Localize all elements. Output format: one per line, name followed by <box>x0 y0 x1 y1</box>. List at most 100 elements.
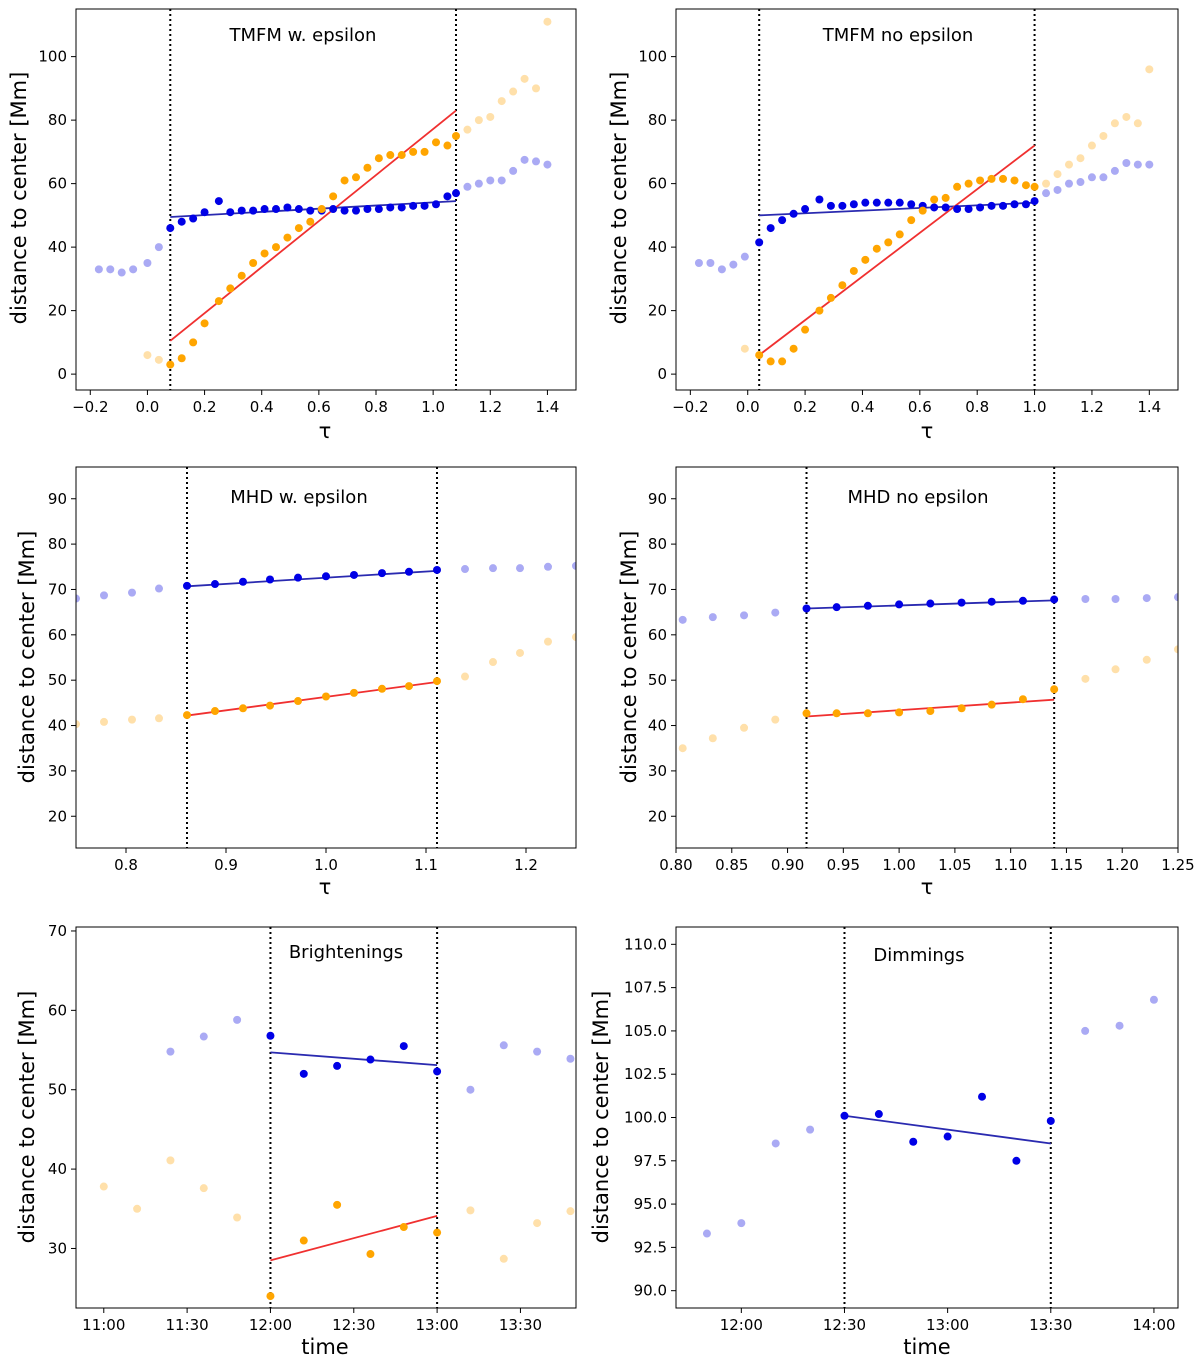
x-tick-label: 11:00 <box>82 1316 125 1334</box>
y-tick-label: 40 <box>48 1160 67 1178</box>
data-point-orange <box>849 266 858 275</box>
data-point-orange <box>755 351 764 360</box>
data-point-orange <box>987 700 996 709</box>
data-point-orange-faded <box>1087 141 1096 150</box>
plot-area <box>94 9 552 390</box>
data-point-orange <box>778 357 787 366</box>
x-axis-label: τ <box>319 875 332 899</box>
data-point-blue-faded <box>1111 594 1120 603</box>
y-tick-label: 80 <box>648 111 667 129</box>
data-point-orange-faded <box>1133 119 1142 128</box>
data-point-blue-faded <box>1099 173 1108 182</box>
data-point-blue <box>200 208 209 217</box>
y-tick-label: 20 <box>48 302 67 320</box>
data-point-blue <box>832 603 841 612</box>
data-point-blue-faded <box>533 1047 542 1056</box>
y-tick-label: 60 <box>648 175 667 193</box>
data-point-orange <box>266 701 274 710</box>
x-tick-label: 0.0 <box>135 398 159 416</box>
data-point-blue-faded <box>740 611 749 620</box>
data-point-blue <box>976 203 985 212</box>
fit-line-fit_blue <box>270 1051 438 1067</box>
data-point-blue-faded <box>694 259 703 267</box>
data-point-blue-faded <box>566 1054 575 1063</box>
data-point-orange-faded <box>100 717 108 726</box>
data-point-orange-faded <box>566 1207 575 1216</box>
data-point-blue <box>801 205 810 214</box>
data-point-blue <box>306 206 315 215</box>
data-point-orange <box>283 233 292 242</box>
data-point-blue <box>266 1031 275 1040</box>
x-tick-label: 12:30 <box>823 1316 866 1334</box>
data-point-orange <box>433 677 441 686</box>
y-tick-label: 70 <box>48 922 67 940</box>
data-point-blue <box>926 599 935 608</box>
x-tick-label: −0.2 <box>672 398 708 416</box>
data-point-blue-faded <box>1110 166 1119 175</box>
data-point-orange <box>266 1292 275 1301</box>
y-tick-label: 60 <box>48 626 67 644</box>
data-point-orange <box>386 151 395 160</box>
data-point-blue <box>378 569 386 578</box>
data-point-blue-faded <box>94 265 103 274</box>
data-point-orange-faded <box>771 715 780 724</box>
data-point-blue <box>299 1069 308 1078</box>
data-point-blue <box>840 1111 849 1120</box>
y-tick-label: 20 <box>648 302 667 320</box>
data-point-blue-faded <box>1174 593 1178 602</box>
data-point-blue <box>433 565 441 574</box>
plot-area <box>702 927 1158 1308</box>
y-tick-label: 70 <box>648 580 667 598</box>
x-tick-label: 0.4 <box>250 398 274 416</box>
data-point-orange <box>200 319 209 328</box>
x-tick-label: 1.20 <box>1106 856 1139 874</box>
data-point-orange <box>895 230 904 239</box>
data-point-blue-faded <box>1087 173 1096 182</box>
data-point-orange <box>409 147 418 156</box>
data-point-blue <box>941 203 950 212</box>
y-tick-label: 90.0 <box>634 1282 667 1300</box>
data-point-blue <box>214 197 223 206</box>
data-point-orange <box>452 132 460 140</box>
data-point-orange <box>1030 182 1039 191</box>
data-point-blue-faded <box>771 608 780 617</box>
y-axis-label: distance to center [Mm] <box>15 531 39 784</box>
data-point-blue-faded <box>466 1085 475 1094</box>
data-point-blue-faded <box>499 1041 508 1050</box>
data-point-blue-faded <box>199 1032 208 1041</box>
fit-line-fit_red <box>270 1215 438 1262</box>
panel-tmfm-w-epsilon: −0.2 0.0 0.2 0.4 0.6 0.8 1.0 1.2 1.4 0 20 40 60 80 100… <box>7 8 577 443</box>
data-point-orange <box>957 704 966 713</box>
x-tick-label: 0.0 <box>736 398 760 416</box>
y-tick-label: 60 <box>48 175 67 193</box>
x-tick-label: 0.6 <box>908 398 932 416</box>
data-point-blue <box>999 201 1008 210</box>
y-tick-label: 107.5 <box>624 979 667 997</box>
data-point-orange <box>1050 685 1059 694</box>
data-point-blue-faded <box>154 243 163 252</box>
x-tick-label: 0.95 <box>827 856 860 874</box>
axes-frame <box>75 926 577 1309</box>
panel-title: TMFM w. epsilon <box>229 25 377 46</box>
y-tick-label: 102.5 <box>624 1065 667 1083</box>
data-point-blue <box>884 198 893 207</box>
data-point-blue <box>363 205 372 214</box>
data-point-blue-faded <box>516 564 524 573</box>
data-point-blue-faded <box>1145 160 1154 169</box>
x-tick-label: 12:00 <box>249 1316 292 1334</box>
data-point-blue <box>895 198 904 207</box>
data-point-orange-faded <box>143 351 152 360</box>
data-point-blue-faded <box>1115 1021 1124 1030</box>
y-tick-label: 0 <box>657 365 667 383</box>
x-tick-label: 1.0 <box>421 398 445 416</box>
data-point-orange <box>237 271 246 280</box>
data-point-orange-faded <box>740 344 749 353</box>
data-point-orange <box>802 709 811 718</box>
x-tick-label: 12:30 <box>332 1316 375 1334</box>
x-axis-label: τ <box>319 419 332 443</box>
data-point-orange <box>433 1228 442 1237</box>
data-point-blue-faded <box>117 268 126 277</box>
data-point-blue <box>802 604 811 613</box>
data-point-blue <box>350 570 358 579</box>
data-point-orange <box>363 163 372 172</box>
